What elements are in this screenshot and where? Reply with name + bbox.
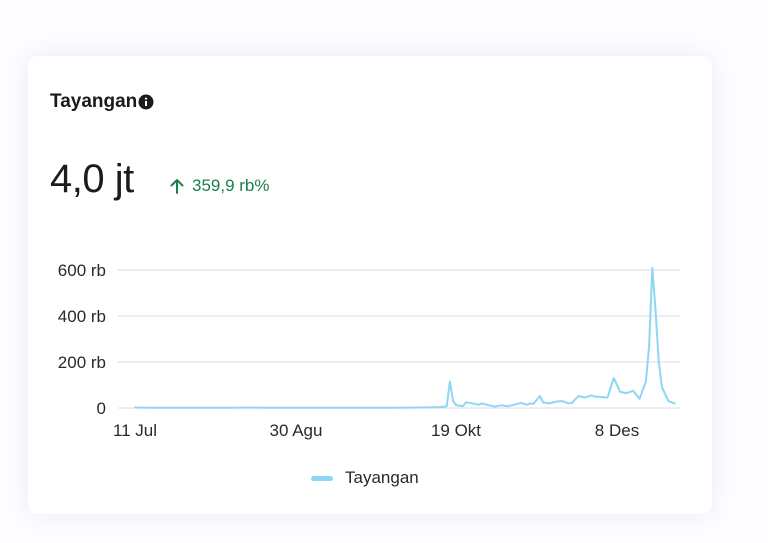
- views-card: [28, 56, 712, 514]
- x-tick-label: 8 Des: [595, 421, 639, 440]
- info-circle-icon[interactable]: [138, 94, 154, 110]
- total-views-value: 4,0 jt: [50, 157, 134, 201]
- y-tick-label: 400 rb: [58, 307, 106, 326]
- change-indicator: 359,9 rb%: [168, 176, 270, 196]
- y-tick-label: 0: [97, 399, 106, 418]
- legend-label: Tayangan: [345, 468, 419, 487]
- x-tick-label: 30 Agu: [270, 421, 323, 440]
- x-tick-label: 11 Jul: [113, 421, 157, 440]
- arrow-up-icon: [170, 179, 184, 194]
- card-title: Tayangan: [50, 91, 138, 112]
- legend-swatch: [311, 475, 333, 481]
- chart-legend[interactable]: Tayangan: [311, 468, 419, 488]
- title-row: Tayangan: [50, 91, 154, 113]
- change-value: 359,9 rb%: [192, 176, 270, 195]
- y-tick-label: 200 rb: [58, 353, 106, 372]
- y-tick-label: 600 rb: [58, 261, 106, 280]
- x-tick-label: 19 Okt: [431, 421, 481, 440]
- series-line-tayangan: [134, 266, 676, 409]
